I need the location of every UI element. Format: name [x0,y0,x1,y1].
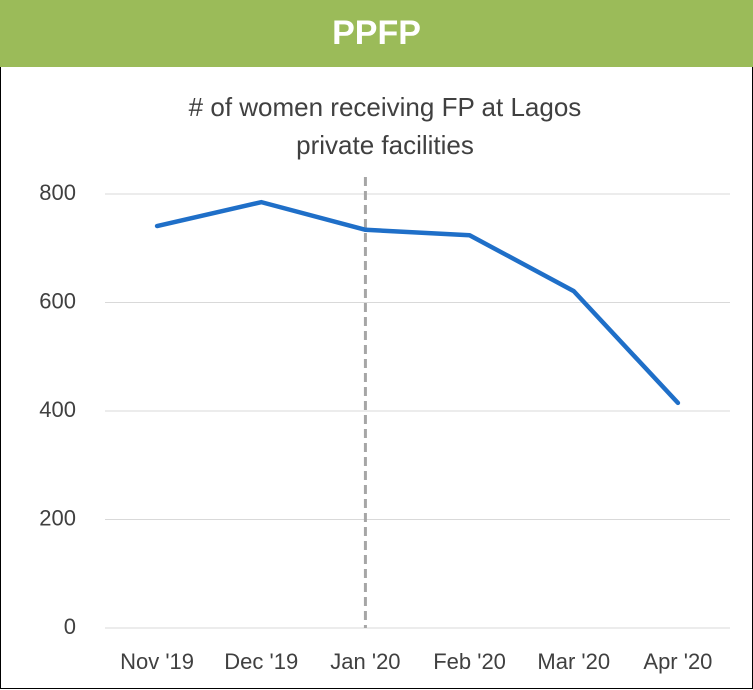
data-line [154,199,681,406]
x-tick-label: Mar '20 [537,649,610,674]
x-tick-label: Feb '20 [433,649,506,674]
y-tick-label: 600 [39,288,76,313]
x-tick-label: Nov '19 [120,649,194,674]
x-tick-label: Apr '20 [643,649,712,674]
y-tick-label: 200 [39,505,76,530]
chart-title: # of women receiving FP at Lagos private… [188,92,582,160]
y-tick-label: 800 [39,180,76,205]
x-tick-label: Dec '19 [224,649,298,674]
y-tick-label: 0 [64,614,76,639]
x-tick-label: Jan '20 [330,649,400,674]
header: PPFP [0,0,753,67]
y-tick-label: 400 [39,397,76,422]
